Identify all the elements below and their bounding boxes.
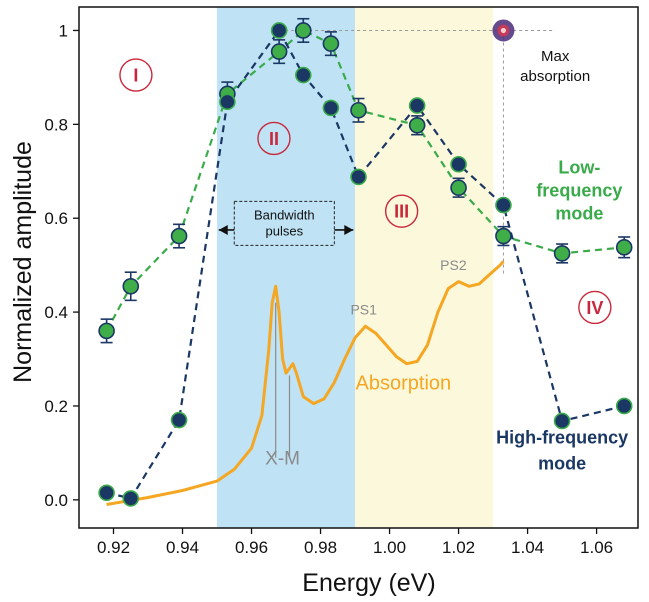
data-point-high	[98, 484, 115, 502]
high-frequency-label: High-frequency mode	[496, 428, 628, 474]
max-marker-core	[500, 27, 507, 34]
ps2-label: PS2	[440, 257, 467, 273]
data-point-low	[615, 239, 633, 256]
ps1-label: PS1	[350, 301, 377, 317]
data-point-high	[350, 168, 367, 186]
data-point-high	[219, 93, 236, 111]
x-axis-label: Energy (eV)	[302, 569, 435, 597]
data-point-high	[450, 155, 467, 173]
y-tick-label: 0.0	[44, 491, 68, 510]
x-tick-label: 1.02	[442, 538, 475, 557]
absorption-label: Absorption	[356, 373, 452, 395]
data-point-low	[98, 322, 115, 340]
axes: 0.92 0.94 0.96 0.98 1.00 1.02 1.04 1.06 0.0 0.2 0.…	[44, 6, 639, 557]
data-point-high	[408, 97, 426, 114]
data-point-low	[450, 179, 467, 197]
region-label: I	[133, 66, 138, 86]
region-yellow	[355, 7, 494, 528]
data-point-low	[270, 43, 288, 60]
absorption-curve	[106, 260, 505, 506]
region-label: IV	[586, 298, 603, 318]
x-tick-label: 0.94	[166, 538, 199, 557]
y-tick-label: 0.8	[44, 115, 68, 134]
x-tick-label: 0.96	[235, 538, 268, 557]
bandwidth-box	[233, 200, 335, 246]
data-point-high	[495, 196, 512, 214]
data-point-high	[170, 411, 188, 429]
data-point-low	[322, 35, 340, 52]
region-label: III	[394, 202, 409, 222]
data-point-high	[615, 397, 633, 415]
x-tick-label: 1.06	[580, 538, 613, 557]
region-label: II	[269, 129, 279, 149]
x-tick-label: 1.00	[373, 538, 406, 557]
data-point-high	[553, 412, 571, 430]
region-label-circle	[578, 290, 612, 325]
data-point-low	[408, 116, 426, 134]
data-point-high	[270, 22, 288, 39]
series-markers	[98, 17, 633, 507]
xm-label: X-M	[265, 449, 300, 470]
data-point-low	[170, 227, 188, 245]
data-point-low	[553, 245, 571, 262]
data-point-low	[294, 22, 312, 39]
data-point-low	[122, 277, 140, 295]
bandwidth-label: Bandwidth pulses	[254, 207, 315, 238]
region-blue	[217, 7, 356, 528]
x-tick-label: 1.04	[511, 538, 544, 557]
max-absorption-label: Max absorption	[520, 48, 590, 85]
data-point-low	[350, 101, 367, 119]
plot-frame	[78, 6, 639, 529]
max-absorption-marker	[492, 19, 515, 42]
data-point-high	[322, 99, 340, 117]
y-tick-label: 0.6	[44, 209, 68, 228]
x-tick-label: 0.98	[304, 538, 337, 557]
y-tick-label: 1	[59, 21, 68, 40]
data-point-high	[294, 66, 312, 84]
region-label-circle	[119, 58, 153, 92]
shaded-regions	[217, 7, 494, 528]
bandwidth-arrowhead-left	[218, 224, 228, 235]
region-label-circle	[384, 194, 419, 228]
data-point-high	[122, 490, 140, 507]
absorption-curve-group	[106, 260, 505, 506]
y-tick-label: 0.2	[44, 397, 68, 416]
low-frequency-label: Low-frequency mode	[536, 158, 622, 224]
y-tick-label: 0.4	[44, 303, 68, 322]
region-label-circle	[257, 121, 291, 156]
bandwidth-arrowhead-right	[344, 224, 354, 235]
y-axis-label: Normalized amplitude	[9, 141, 37, 383]
x-tick-label: 0.92	[97, 538, 130, 557]
data-point-low	[495, 227, 512, 245]
